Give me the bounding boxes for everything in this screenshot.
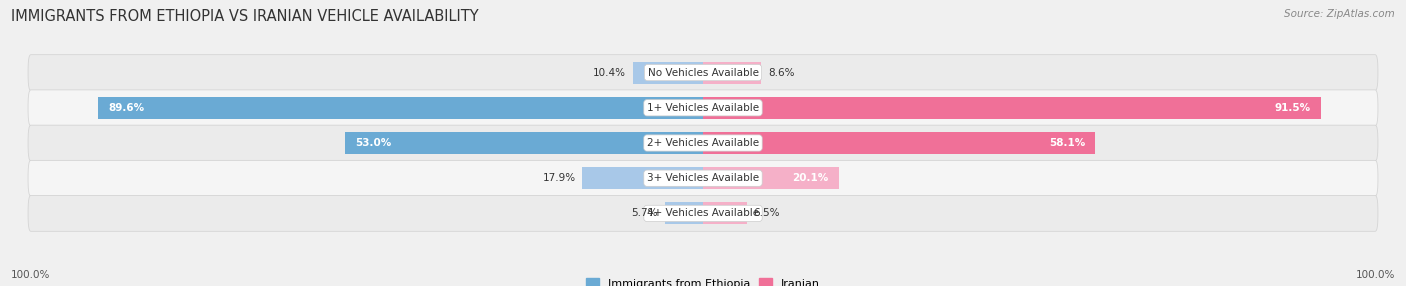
FancyBboxPatch shape bbox=[28, 196, 1378, 231]
Text: 17.9%: 17.9% bbox=[543, 173, 575, 183]
Bar bbox=[703, 62, 761, 84]
Text: 10.4%: 10.4% bbox=[593, 67, 626, 78]
Text: 6.5%: 6.5% bbox=[754, 208, 780, 219]
Text: 53.0%: 53.0% bbox=[356, 138, 392, 148]
Text: Source: ZipAtlas.com: Source: ZipAtlas.com bbox=[1284, 9, 1395, 19]
Text: 91.5%: 91.5% bbox=[1274, 103, 1310, 113]
Text: 100.0%: 100.0% bbox=[11, 270, 51, 280]
Text: 8.6%: 8.6% bbox=[768, 67, 794, 78]
Text: IMMIGRANTS FROM ETHIOPIA VS IRANIAN VEHICLE AVAILABILITY: IMMIGRANTS FROM ETHIOPIA VS IRANIAN VEHI… bbox=[11, 9, 479, 23]
Text: 3+ Vehicles Available: 3+ Vehicles Available bbox=[647, 173, 759, 183]
Bar bbox=[703, 167, 838, 189]
FancyBboxPatch shape bbox=[28, 55, 1378, 90]
Bar bbox=[665, 202, 703, 224]
Bar bbox=[703, 132, 1095, 154]
Text: 4+ Vehicles Available: 4+ Vehicles Available bbox=[647, 208, 759, 219]
Bar bbox=[633, 62, 703, 84]
Bar bbox=[346, 132, 703, 154]
Text: 100.0%: 100.0% bbox=[1355, 270, 1395, 280]
Legend: Immigrants from Ethiopia, Iranian: Immigrants from Ethiopia, Iranian bbox=[581, 274, 825, 286]
Bar bbox=[582, 167, 703, 189]
Text: 5.7%: 5.7% bbox=[631, 208, 658, 219]
FancyBboxPatch shape bbox=[28, 90, 1378, 126]
FancyBboxPatch shape bbox=[28, 160, 1378, 196]
Text: 58.1%: 58.1% bbox=[1049, 138, 1085, 148]
Text: 1+ Vehicles Available: 1+ Vehicles Available bbox=[647, 103, 759, 113]
FancyBboxPatch shape bbox=[28, 125, 1378, 161]
Text: No Vehicles Available: No Vehicles Available bbox=[648, 67, 758, 78]
Text: 89.6%: 89.6% bbox=[108, 103, 145, 113]
Text: 2+ Vehicles Available: 2+ Vehicles Available bbox=[647, 138, 759, 148]
Text: 20.1%: 20.1% bbox=[792, 173, 828, 183]
Bar bbox=[703, 202, 747, 224]
Bar bbox=[703, 97, 1320, 119]
Bar bbox=[98, 97, 703, 119]
